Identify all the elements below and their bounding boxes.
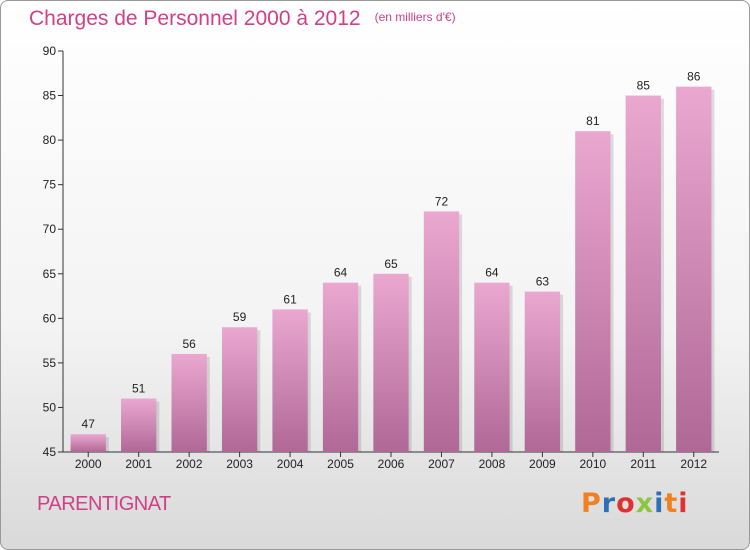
chart-title: Charges de Personnel 2000 à 2012 (en mill… xyxy=(29,7,456,31)
commune-name: PARENTIGNAT xyxy=(37,493,171,515)
x-tick-label: 2007 xyxy=(428,457,455,471)
y-tick-label: 70 xyxy=(43,222,57,236)
bar-value-label: 64 xyxy=(334,266,348,280)
bar-value-label: 72 xyxy=(435,194,449,208)
bar-2008 xyxy=(474,282,510,452)
bars: 47 51 56 59 61 64 65 72 64 63 81 85 86 xyxy=(70,70,715,453)
bar-2010 xyxy=(575,131,611,452)
x-tick-label: 2001 xyxy=(125,457,152,471)
y-tick-label: 85 xyxy=(43,89,57,103)
bar-2012 xyxy=(676,86,712,453)
y-tick-label: 90 xyxy=(43,44,57,58)
x-tick-label: 2009 xyxy=(529,457,556,471)
bar-2000 xyxy=(70,434,106,452)
bar-2005 xyxy=(322,282,359,452)
x-tick-label: 2002 xyxy=(176,457,203,471)
logo-letter: t xyxy=(664,488,679,519)
bar-value-label: 61 xyxy=(283,292,297,306)
bar-2001 xyxy=(121,398,157,452)
bar-2006 xyxy=(373,273,409,452)
logo-letter: x xyxy=(635,488,655,519)
bar-value-label: 65 xyxy=(384,257,398,271)
bar-value-label: 47 xyxy=(82,417,96,431)
x-tick-label: 2004 xyxy=(277,457,304,471)
bar-value-label: 51 xyxy=(132,382,146,396)
bar-2009 xyxy=(524,291,561,452)
bar-value-label: 59 xyxy=(233,310,247,324)
y-tick-label: 60 xyxy=(43,311,57,325)
logo-letter: r xyxy=(601,488,617,519)
logo-letter: i xyxy=(678,488,689,519)
x-tick-label: 2003 xyxy=(226,457,253,471)
bar-2004 xyxy=(272,309,308,452)
chart-title-text: Charges de Personnel 2000 à 2012 xyxy=(29,7,361,30)
y-tick-label: 75 xyxy=(43,178,57,192)
y-tick-label: 45 xyxy=(43,445,57,459)
x-tick-label: 2011 xyxy=(630,457,656,471)
bar-2007 xyxy=(423,211,460,452)
y-tick-label: 65 xyxy=(43,267,57,281)
y-axis: 45 50 55 60 65 70 75 80 85 90 xyxy=(43,44,64,459)
bar-value-label: 56 xyxy=(182,337,196,351)
bar-value-label: 81 xyxy=(586,114,600,128)
logo-letter: P xyxy=(581,488,602,519)
x-tick-label: 2008 xyxy=(479,457,506,471)
bar-2003 xyxy=(221,327,258,452)
x-axis: 2000 2001 2002 2003 2004 2005 2006 2007 2008 2009… xyxy=(63,451,719,471)
logo-letter: o xyxy=(616,488,636,519)
x-tick-label: 2012 xyxy=(680,457,707,471)
y-tick-label: 80 xyxy=(43,133,57,147)
logo-letter: i xyxy=(654,488,665,519)
chart-unit: (en milliers d'€) xyxy=(374,10,456,24)
x-tick-label: 2000 xyxy=(75,457,102,471)
x-tick-label: 2006 xyxy=(378,457,405,471)
bar-value-label: 86 xyxy=(687,70,701,84)
bar-value-label: 63 xyxy=(536,275,550,289)
bar-2002 xyxy=(171,353,207,452)
y-tick-label: 50 xyxy=(43,400,57,414)
bar-2011 xyxy=(625,95,661,453)
proxiti-logo[interactable]: Proxiti xyxy=(581,488,689,519)
bar-value-label: 64 xyxy=(485,266,499,280)
bar-value-label: 85 xyxy=(637,79,651,93)
x-tick-label: 2005 xyxy=(327,457,354,471)
x-tick-label: 2010 xyxy=(579,457,606,471)
y-tick-label: 55 xyxy=(43,356,57,370)
